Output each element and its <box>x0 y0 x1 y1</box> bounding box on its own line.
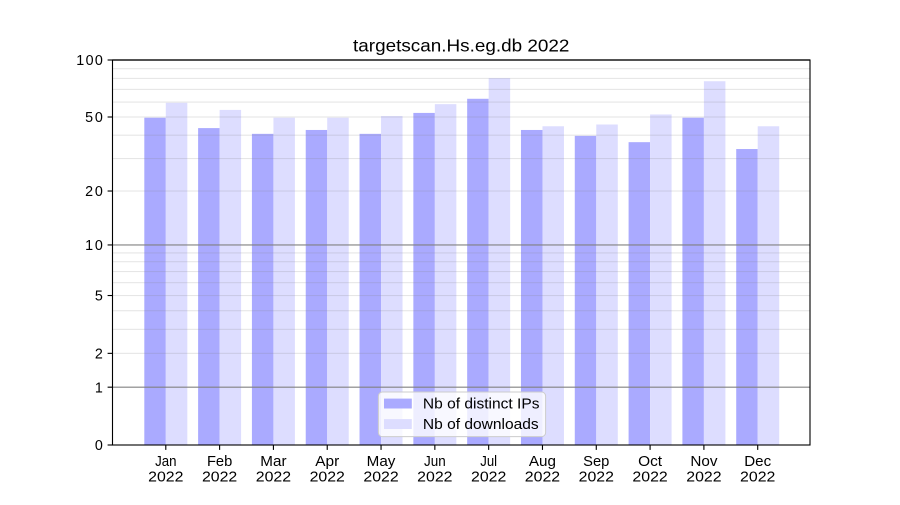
svg-text:0: 0 <box>95 438 103 454</box>
svg-text:2022: 2022 <box>740 469 775 485</box>
svg-text:Nb of distinct IPs: Nb of distinct IPs <box>423 396 540 412</box>
svg-text:Jun: Jun <box>424 454 446 470</box>
svg-text:2022: 2022 <box>363 469 398 485</box>
svg-text:Dec: Dec <box>744 454 771 470</box>
svg-text:2022: 2022 <box>471 469 506 485</box>
svg-text:2022: 2022 <box>686 469 721 485</box>
svg-text:targetscan.Hs.eg.db 2022: targetscan.Hs.eg.db 2022 <box>353 36 569 56</box>
svg-text:2022: 2022 <box>579 469 614 485</box>
svg-text:Aug: Aug <box>529 454 556 470</box>
svg-text:2022: 2022 <box>417 469 452 485</box>
svg-text:2022: 2022 <box>525 469 560 485</box>
svg-text:50: 50 <box>85 110 103 126</box>
svg-text:Mar: Mar <box>260 454 286 470</box>
svg-text:Sep: Sep <box>583 454 609 470</box>
svg-text:2022: 2022 <box>202 469 237 485</box>
svg-text:Nov: Nov <box>690 454 718 470</box>
svg-text:5: 5 <box>95 289 103 305</box>
svg-text:1: 1 <box>95 380 103 396</box>
svg-text:Feb: Feb <box>207 454 232 470</box>
svg-text:2022: 2022 <box>310 469 345 485</box>
svg-text:Nb of downloads: Nb of downloads <box>423 417 539 433</box>
svg-text:Jul: Jul <box>480 454 497 470</box>
svg-text:Jan: Jan <box>155 454 176 470</box>
svg-text:Apr: Apr <box>315 454 339 470</box>
svg-text:20: 20 <box>85 184 103 200</box>
svg-text:10: 10 <box>85 238 103 254</box>
svg-text:2022: 2022 <box>148 469 183 485</box>
svg-text:2: 2 <box>95 347 103 363</box>
svg-text:100: 100 <box>76 53 103 69</box>
svg-text:2022: 2022 <box>256 469 291 485</box>
svg-text:2022: 2022 <box>632 469 667 485</box>
svg-text:May: May <box>367 454 397 470</box>
svg-text:Oct: Oct <box>638 454 662 470</box>
